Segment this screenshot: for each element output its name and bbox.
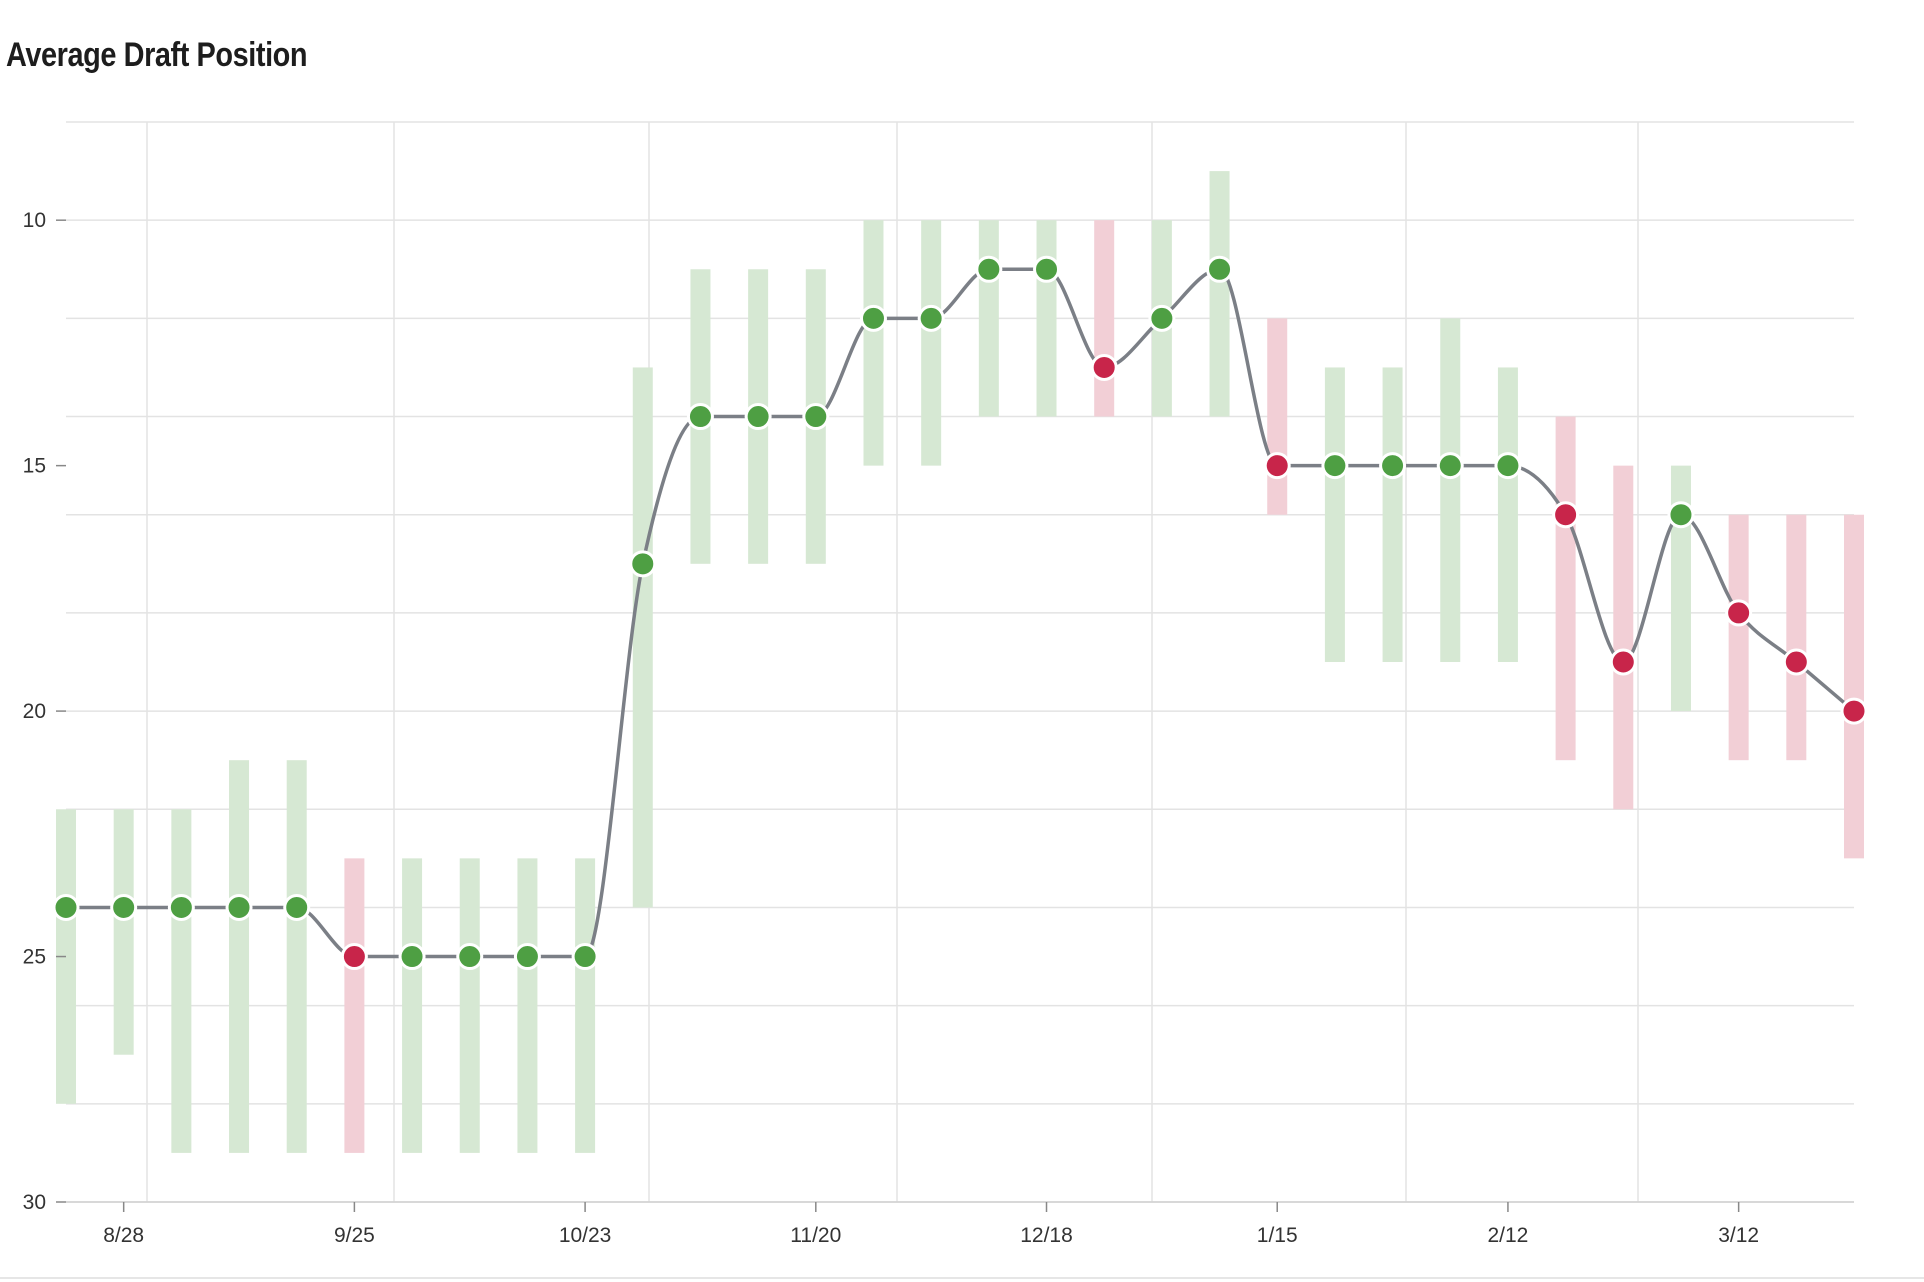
adp-range-bar [459, 858, 480, 1153]
adp-range-bar [1555, 416, 1576, 761]
adp-point[interactable] [629, 550, 657, 578]
adp-point[interactable] [1263, 452, 1291, 480]
range-bars [56, 171, 1864, 1153]
adp-point[interactable] [110, 893, 138, 921]
adp-point[interactable] [225, 893, 253, 921]
grid-layer [66, 121, 1854, 1203]
x-tick-label: 8/28 [103, 1224, 144, 1247]
x-tick-label: 2/12 [1487, 1224, 1528, 1247]
adp-range-bar [171, 809, 192, 1153]
adp-range-bar [402, 858, 423, 1153]
adp-point[interactable] [398, 943, 426, 971]
adp-point[interactable] [744, 403, 772, 431]
adp-range-bar [1728, 514, 1749, 761]
adp-point[interactable] [1552, 501, 1580, 529]
adp-range-bar [1094, 220, 1115, 417]
adp-point[interactable] [1494, 452, 1522, 480]
adp-range-bar [1036, 220, 1057, 417]
adp-range-bar [921, 220, 942, 466]
x-tick-label: 10/23 [559, 1224, 612, 1247]
adp-point[interactable] [1090, 353, 1118, 381]
adp-point[interactable] [1033, 255, 1061, 283]
adp-range-bar [286, 760, 307, 1153]
adp-range-bar [1497, 367, 1518, 662]
x-tick-label: 9/25 [334, 1224, 375, 1247]
adp-point[interactable] [167, 893, 195, 921]
adp-point[interactable] [52, 893, 80, 921]
adp-range-bar [344, 858, 365, 1153]
adp-point[interactable] [283, 893, 311, 921]
chart-title: Average Draft Position [6, 36, 308, 74]
y-tick-label: 10 [23, 209, 46, 232]
adp-range-bar [1209, 171, 1230, 417]
adp-point[interactable] [1725, 599, 1753, 627]
adp-point[interactable] [975, 255, 1003, 283]
adp-range-bar [1324, 367, 1345, 662]
adp-point[interactable] [917, 304, 945, 332]
adp-range-bar [1613, 465, 1634, 810]
adp-point[interactable] [1321, 452, 1349, 480]
adp-point[interactable] [1667, 501, 1695, 529]
adp-point[interactable] [1609, 648, 1637, 676]
adp-range-bar [1382, 367, 1403, 662]
x-tick-label: 12/18 [1020, 1224, 1073, 1247]
adp-point[interactable] [1379, 452, 1407, 480]
y-tick-label: 15 [23, 455, 46, 478]
adp-point[interactable] [1436, 452, 1464, 480]
y-tick-label: 20 [23, 700, 46, 723]
adp-range-bar [229, 760, 250, 1153]
x-tick-label: 11/20 [790, 1224, 841, 1247]
bottom-divider [0, 1277, 1924, 1279]
adp-point[interactable] [859, 304, 887, 332]
axis-labels: 10 15 20 25 30 8/28 9/25 10/23 11/20 12/18 1/15 2/1… [23, 209, 1854, 1247]
adp-point[interactable] [340, 943, 368, 971]
adp-point[interactable] [1782, 648, 1810, 676]
adp-range-bar [1786, 514, 1807, 761]
adp-point[interactable] [1840, 697, 1868, 725]
y-tick-label: 25 [23, 946, 46, 969]
adp-point[interactable] [802, 403, 830, 431]
adp-point[interactable] [1148, 304, 1176, 332]
adp-range-bar [113, 809, 134, 1055]
adp-point[interactable] [513, 943, 541, 971]
adp-point[interactable] [1206, 255, 1234, 283]
adp-range-bar [632, 367, 653, 908]
adp-range-bar [1267, 318, 1288, 515]
adp-range-bar [978, 220, 999, 417]
adp-range-bar [863, 220, 884, 466]
adp-point[interactable] [571, 943, 599, 971]
adp-point[interactable] [686, 403, 714, 431]
adp-range-bar [1440, 318, 1461, 662]
adp-range-bar [517, 858, 538, 1153]
adp-range-bar [575, 858, 596, 1153]
adp-point[interactable] [456, 943, 484, 971]
x-tick-label: 1/15 [1257, 1224, 1298, 1247]
y-tick-label: 30 [23, 1191, 46, 1214]
adp-points [52, 255, 1868, 971]
adp-range-bar [1844, 514, 1864, 859]
x-tick-label: 3/12 [1718, 1224, 1759, 1247]
